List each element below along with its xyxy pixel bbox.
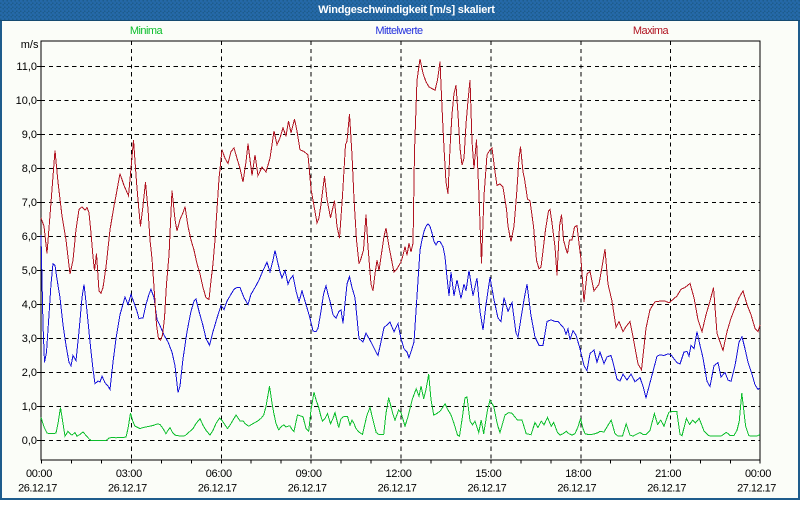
svg-text:2,0: 2,0 xyxy=(22,367,37,379)
svg-text:26.12.17: 26.12.17 xyxy=(288,483,327,495)
svg-text:09:00: 09:00 xyxy=(296,468,322,480)
svg-text:11,0: 11,0 xyxy=(16,61,37,73)
svg-text:26.12.17: 26.12.17 xyxy=(198,483,237,495)
svg-text:06:00: 06:00 xyxy=(206,468,232,480)
svg-text:4,0: 4,0 xyxy=(22,299,37,311)
svg-text:10,0: 10,0 xyxy=(16,95,37,107)
svg-text:26.12.17: 26.12.17 xyxy=(467,483,506,495)
svg-text:26.12.17: 26.12.17 xyxy=(647,483,686,495)
svg-text:6,0: 6,0 xyxy=(22,231,37,243)
svg-text:15:00: 15:00 xyxy=(475,468,501,480)
svg-text:18:00: 18:00 xyxy=(565,468,591,480)
svg-text:26.12.17: 26.12.17 xyxy=(378,483,417,495)
svg-text:m/s: m/s xyxy=(21,39,39,51)
svg-text:3,0: 3,0 xyxy=(22,333,37,345)
svg-text:0,0: 0,0 xyxy=(22,435,37,447)
svg-text:00:00: 00:00 xyxy=(26,468,52,480)
svg-text:00:00: 00:00 xyxy=(745,468,771,480)
svg-text:03:00: 03:00 xyxy=(116,468,142,480)
svg-text:9,0: 9,0 xyxy=(22,129,37,141)
svg-text:5,0: 5,0 xyxy=(22,265,37,277)
svg-text:26.12.17: 26.12.17 xyxy=(18,483,57,495)
svg-text:26.12.17: 26.12.17 xyxy=(108,483,147,495)
svg-text:26.12.17: 26.12.17 xyxy=(557,483,596,495)
svg-text:12:00: 12:00 xyxy=(385,468,411,480)
svg-text:7,0: 7,0 xyxy=(22,197,37,209)
svg-text:8,0: 8,0 xyxy=(22,163,37,175)
svg-text:27.12.17: 27.12.17 xyxy=(737,483,776,495)
svg-text:1,0: 1,0 xyxy=(22,401,37,413)
svg-text:21:00: 21:00 xyxy=(655,468,681,480)
